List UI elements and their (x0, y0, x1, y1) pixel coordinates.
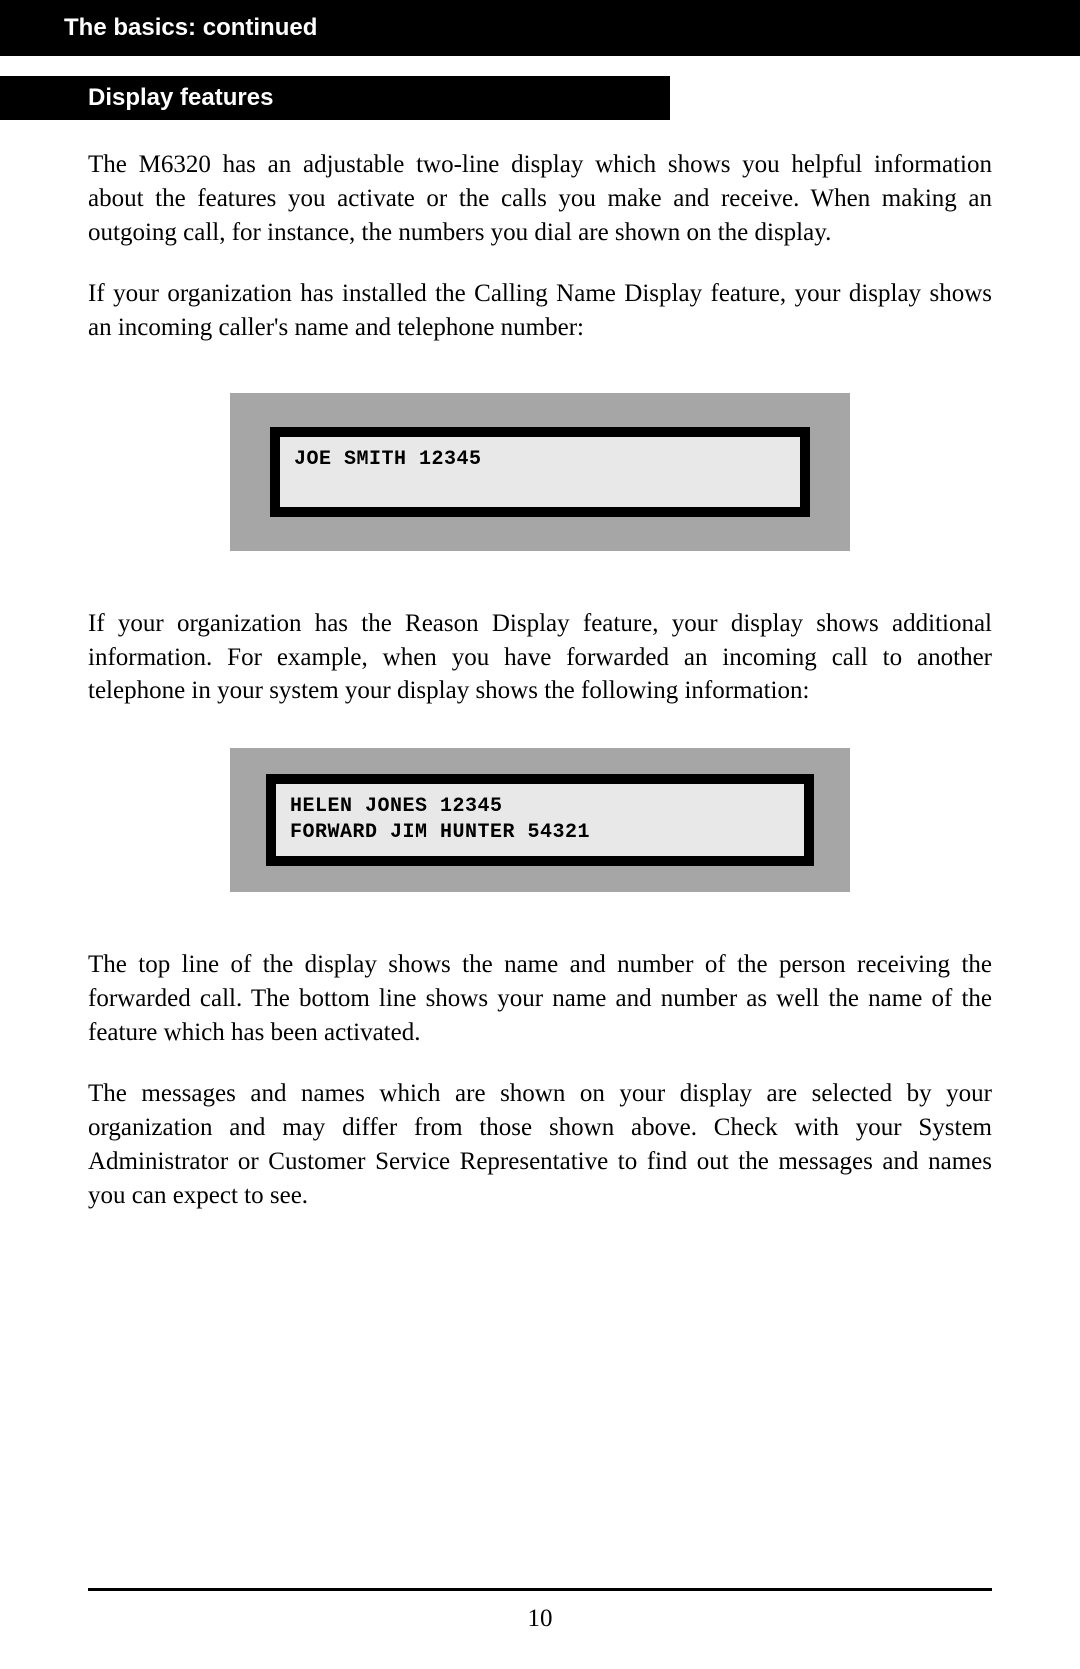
paragraph-3: If your organization has the Reason Disp… (88, 607, 992, 708)
lcd-line-1: JOE SMITH 12345 (294, 447, 786, 473)
lcd-border-2: HELEN JONES 12345 FORWARD JIM HUNTER 543… (266, 774, 814, 866)
lcd-screen-1: JOE SMITH 12345 (280, 437, 800, 507)
lcd-line-2: FORWARD JIM HUNTER 54321 (290, 820, 790, 846)
paragraph-1: The M6320 has an adjustable two-line dis… (88, 148, 992, 249)
content-area: The M6320 has an adjustable two-line dis… (0, 148, 1080, 1212)
lcd-display-2: HELEN JONES 12345 FORWARD JIM HUNTER 543… (230, 748, 850, 892)
lcd-screen-2: HELEN JONES 12345 FORWARD JIM HUNTER 543… (276, 784, 804, 856)
page-number: 10 (0, 1605, 1080, 1633)
subsection-header: Display features (0, 76, 670, 120)
lcd-border-1: JOE SMITH 12345 (270, 427, 810, 517)
lcd-display-1: JOE SMITH 12345 (230, 393, 850, 551)
paragraph-5: The messages and names which are shown o… (88, 1077, 992, 1212)
paragraph-2: If your organization has installed the C… (88, 277, 992, 345)
lcd-line-1: HELEN JONES 12345 (290, 794, 790, 820)
section-header: The basics: continued (0, 0, 1080, 56)
paragraph-4: The top line of the display shows the na… (88, 948, 992, 1049)
footer-rule (88, 1588, 992, 1591)
